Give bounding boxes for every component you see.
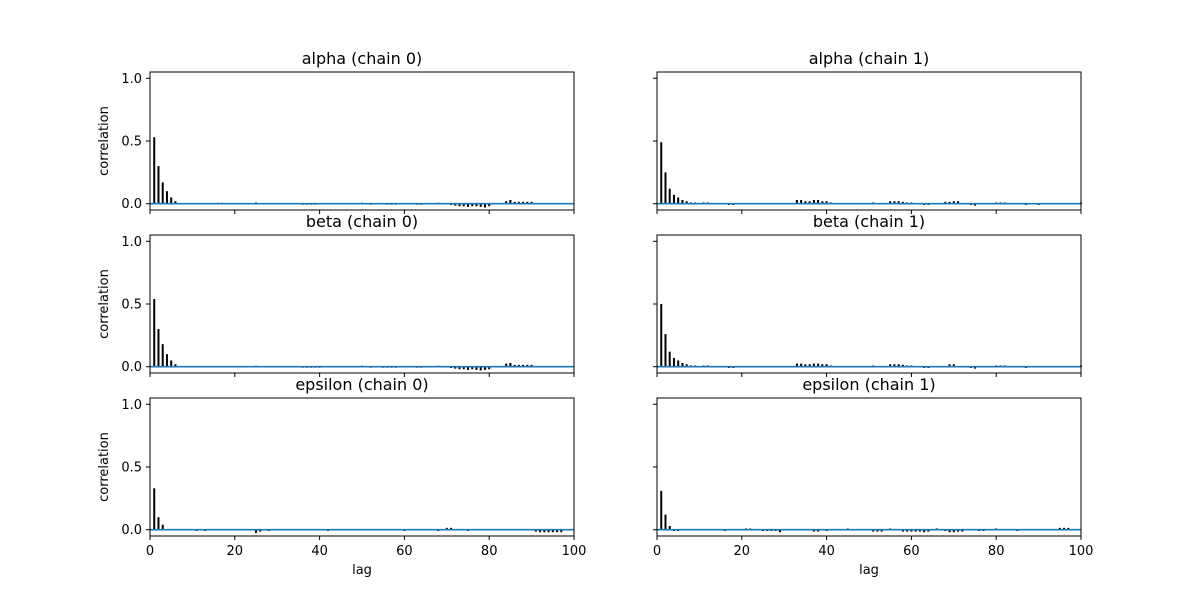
subplot-title: beta (chain 0): [306, 212, 418, 231]
subplot-0: alpha (chain 0) 0.0 0.5 1.0 correlation: [97, 49, 575, 214]
subplot-title: alpha (chain 1): [809, 49, 930, 68]
x-tick-label: 60: [396, 544, 413, 559]
x-tick-label: 80: [988, 544, 1005, 559]
x-tick-label: 60: [903, 544, 920, 559]
y-axis-label: correlation: [97, 269, 112, 339]
subplot-title: epsilon (chain 1): [802, 375, 935, 394]
subplot-1: alpha (chain 1): [653, 49, 1082, 214]
y-tick-label: 0.0: [121, 523, 142, 538]
y-axis-label: correlation: [97, 106, 112, 176]
x-tick-label: 100: [562, 544, 587, 559]
subplot-4: epsilon (chain 0) 0 20 40 60 80 100 0.0 0.5 1.0 co…: [97, 375, 586, 578]
x-tick-label: 40: [311, 544, 328, 559]
y-tick-label: 1.0: [121, 235, 142, 250]
y-tick-label: 0.5: [121, 298, 142, 313]
subplot-2: beta (chain 0) 0.0 0.5 1.0 correlation: [97, 212, 575, 377]
subplot-5: epsilon (chain 1) 0 20 40 60 80 100 lag: [653, 375, 1094, 578]
subplot-title: beta (chain 1): [813, 212, 925, 231]
y-tick-label: 0.0: [121, 360, 142, 375]
y-tick-label: 0.5: [121, 135, 142, 150]
x-axis-label: lag: [352, 563, 372, 578]
subplot-title: epsilon (chain 0): [295, 375, 428, 394]
x-tick-label: 40: [818, 544, 835, 559]
subplot-title: alpha (chain 0): [302, 49, 423, 68]
y-tick-label: 0.0: [121, 197, 142, 212]
y-tick-label: 1.0: [121, 72, 142, 87]
y-axis-label: correlation: [97, 432, 112, 502]
y-tick-label: 0.5: [121, 461, 142, 476]
x-tick-label: 80: [481, 544, 498, 559]
subplot-3: beta (chain 1): [653, 212, 1082, 377]
x-tick-label: 100: [1069, 544, 1094, 559]
x-tick-label: 0: [146, 544, 154, 559]
x-axis-label: lag: [859, 563, 879, 578]
x-tick-label: 20: [227, 544, 244, 559]
x-tick-label: 0: [653, 544, 661, 559]
y-tick-label: 1.0: [121, 398, 142, 413]
x-tick-label: 20: [734, 544, 751, 559]
